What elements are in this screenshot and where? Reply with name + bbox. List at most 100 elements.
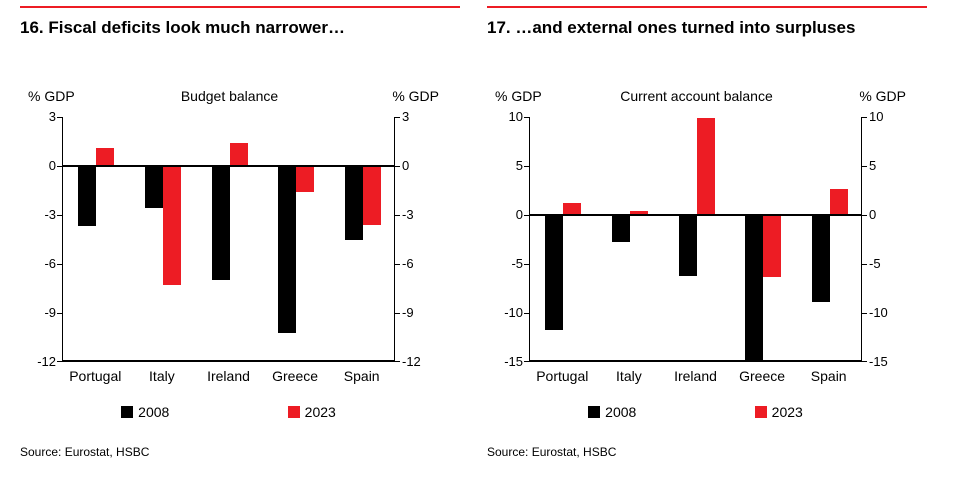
y-tick-mark xyxy=(57,312,62,314)
panel-budget-balance: 16. Fiscal deficits look much narrower… … xyxy=(20,6,460,459)
legend-label-2023: 2023 xyxy=(771,404,803,420)
legend-item-2008: 2008 xyxy=(588,404,636,420)
x-axis-label-greece: Greece xyxy=(739,368,786,384)
y-tick-label-10: 10 xyxy=(869,109,884,124)
y-tick-mark xyxy=(395,361,400,362)
y-axis-left-labels: 3 0 -3 -6 -9 -12 xyxy=(20,109,62,369)
y-tick-label--6: -6 xyxy=(402,256,414,271)
y-tick-label--9: -9 xyxy=(402,305,414,320)
bar-2023-portugal xyxy=(563,203,582,215)
y-tick-mark xyxy=(862,165,867,167)
x-axis-label-portugal: Portugal xyxy=(536,368,589,384)
y-tick-label--15: -15 xyxy=(504,354,523,369)
panel-top-rule xyxy=(487,6,927,8)
x-axis-label-italy: Italy xyxy=(149,368,175,384)
zero-axis-line xyxy=(530,214,861,216)
zero-axis-line xyxy=(63,165,394,167)
y-tick-mark xyxy=(524,312,529,314)
y-tick-label-5: 5 xyxy=(515,158,523,173)
y-tick-mark xyxy=(524,214,529,216)
y-tick-mark xyxy=(395,263,400,265)
right-axis-unit-label: % GDP xyxy=(392,88,439,104)
panel-current-account-balance: 17. …and external ones turned into surpl… xyxy=(487,6,927,459)
legend-label-2008: 2008 xyxy=(138,404,170,420)
chart-body: 3 0 -3 -6 -9 -12 3 0 -3 -6 -9 -12 xyxy=(20,109,460,369)
x-axis-label-spain: Spain xyxy=(810,368,847,384)
x-axis-label-italy: Italy xyxy=(616,368,642,384)
y-tick-mark xyxy=(57,117,62,118)
y-tick-mark xyxy=(862,263,867,265)
source-note: Source: Eurostat, HSBC xyxy=(487,445,617,459)
y-tick-mark xyxy=(395,312,400,314)
y-tick-mark xyxy=(57,361,62,362)
x-axis-label-ireland: Ireland xyxy=(207,368,250,384)
x-axis-label-greece: Greece xyxy=(272,368,319,384)
source-note: Source: Eurostat, HSBC xyxy=(20,445,150,459)
bar-2023-portugal xyxy=(96,148,115,166)
plot-area xyxy=(57,117,400,362)
chart-title: Current account balance xyxy=(620,88,773,104)
x-axis-labels: Portugal Italy Ireland Greece Spain xyxy=(62,368,395,388)
y-tick-mark xyxy=(524,361,529,362)
y-tick-label--5: -5 xyxy=(511,256,523,271)
bar-2023-spain xyxy=(362,166,381,225)
legend-item-2023: 2023 xyxy=(754,404,803,420)
y-tick-mark xyxy=(57,165,62,167)
y-tick-mark xyxy=(862,361,867,362)
bar-2008-italy xyxy=(611,215,630,243)
plot-area xyxy=(524,117,867,362)
y-tick-label-10: 10 xyxy=(508,109,523,124)
y-tick-label--10: -10 xyxy=(869,305,888,320)
y-axis-right-labels: 10 5 0 -5 -10 -15 xyxy=(862,109,906,369)
legend-item-2008: 2008 xyxy=(121,404,169,420)
panel-top-rule xyxy=(20,6,460,8)
legend-swatch-2023 xyxy=(287,406,300,418)
bar-2008-greece xyxy=(278,166,297,333)
y-tick-label-0: 0 xyxy=(869,207,877,222)
y-tick-label--3: -3 xyxy=(44,207,56,222)
bar-2023-ireland xyxy=(696,117,715,215)
y-tick-mark xyxy=(395,117,400,118)
bottom-axis-line xyxy=(530,360,861,362)
budget-balance-chart: % GDP Budget balance % GDP 3 0 -3 -6 -9 -12 3… xyxy=(20,88,460,420)
y-tick-label--15: -15 xyxy=(869,354,888,369)
y-tick-label-0: 0 xyxy=(48,158,56,173)
legend-label-2008: 2008 xyxy=(605,404,637,420)
legend-swatch-2008 xyxy=(121,406,134,418)
y-tick-label--3: -3 xyxy=(402,207,414,222)
y-tick-label-3: 3 xyxy=(48,109,56,124)
y-tick-mark xyxy=(395,165,400,167)
y-tick-label-5: 5 xyxy=(869,158,877,173)
y-axis-right-labels: 3 0 -3 -6 -9 -12 xyxy=(395,109,439,369)
y-tick-label-0: 0 xyxy=(402,158,410,173)
bar-2023-greece xyxy=(763,215,782,277)
bar-2023-spain xyxy=(829,188,848,215)
left-axis-unit-label: % GDP xyxy=(495,88,542,104)
y-axis-left-labels: 10 5 0 -5 -10 -15 xyxy=(487,109,529,369)
x-axis-label-spain: Spain xyxy=(343,368,380,384)
y-tick-mark xyxy=(862,312,867,314)
y-tick-mark xyxy=(862,117,867,118)
bar-2008-ireland xyxy=(211,166,230,281)
y-tick-label--12: -12 xyxy=(402,354,421,369)
bar-2023-greece xyxy=(296,166,315,193)
left-axis-unit-label: % GDP xyxy=(28,88,75,104)
chart-title: Budget balance xyxy=(180,88,279,104)
y-tick-mark xyxy=(862,214,867,216)
y-tick-label-0: 0 xyxy=(515,207,523,222)
bar-2008-spain xyxy=(811,215,830,303)
y-tick-label--12: -12 xyxy=(37,354,56,369)
x-axis-label-portugal: Portugal xyxy=(69,368,122,384)
y-tick-mark xyxy=(524,165,529,167)
y-tick-mark xyxy=(524,117,529,118)
y-tick-label--6: -6 xyxy=(44,256,56,271)
bar-2008-italy xyxy=(144,166,163,209)
x-axis-labels: Portugal Italy Ireland Greece Spain xyxy=(529,368,862,388)
current-account-balance-chart: % GDP Current account balance % GDP 10 5 0… xyxy=(487,88,927,420)
y-tick-mark xyxy=(395,214,400,216)
y-tick-label-3: 3 xyxy=(402,109,410,124)
chart-body: 10 5 0 -5 -10 -15 10 5 0 -5 -10 -15 xyxy=(487,109,927,369)
y-tick-label--5: -5 xyxy=(869,256,881,271)
chart-heading: 17. …and external ones turned into surpl… xyxy=(487,18,856,37)
right-axis-unit-label: % GDP xyxy=(859,88,906,104)
